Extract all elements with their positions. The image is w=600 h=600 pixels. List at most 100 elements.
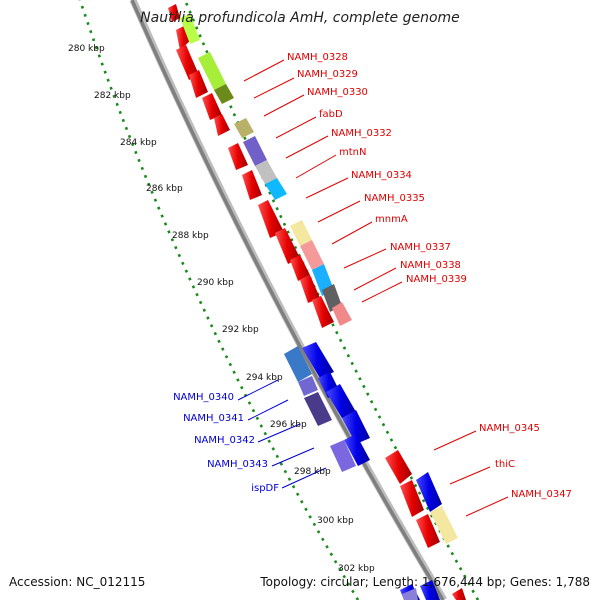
forward-leaders	[243, 59, 509, 517]
reverse-gene-labels: NAMH_0340 NAMH_0341 NAMH_0342 NAMH_0343 …	[173, 392, 279, 494]
cog-block	[265, 178, 287, 200]
gene-arrow	[168, 4, 180, 22]
gene-arrow	[344, 434, 370, 466]
cog-block	[300, 240, 324, 270]
forward-gene-labels: NAMH_0328 NAMH_0329 NAMH_0330 fabD NAMH_…	[287, 52, 572, 500]
leader-line	[253, 77, 295, 99]
gene-arrow	[176, 45, 199, 80]
kbp-label: 296 kbp	[270, 420, 307, 430]
leader-line	[317, 200, 361, 223]
gene-arrow	[416, 514, 440, 548]
leader-line	[247, 399, 289, 421]
kbp-label: 294 kbp	[246, 373, 283, 383]
cog-block	[330, 440, 356, 472]
kbp-labels: 280 kbp 282 kbp 284 kbp 286 kbp 288 kbp …	[68, 44, 375, 574]
forward-genes	[168, 4, 466, 600]
gene-label[interactable]: NAMH_0341	[183, 413, 244, 424]
kbp-label: 284 kbp	[120, 138, 157, 148]
kbp-label: 286 kbp	[146, 184, 183, 194]
leader-line	[263, 94, 305, 117]
gene-label[interactable]: NAMH_0339	[406, 274, 467, 285]
accession-text: Accession: NC_012115	[9, 575, 145, 589]
cog-block	[416, 472, 442, 512]
leader-line	[449, 466, 491, 485]
gene-arrow	[228, 143, 248, 170]
gene-arrow	[275, 228, 300, 264]
gene-label[interactable]: ispDF	[251, 483, 279, 494]
kbp-label: 288 kbp	[172, 231, 209, 241]
gene-arrow	[312, 296, 334, 328]
topology-text: Topology: circular; Length: 1,676,444 bp…	[259, 575, 590, 589]
leader-line	[305, 177, 349, 199]
leader-line	[237, 379, 279, 401]
leader-line	[257, 423, 301, 443]
gene-arrow	[242, 170, 262, 200]
gene-arrow	[290, 255, 310, 281]
cog-block	[234, 118, 254, 138]
gene-label[interactable]: NAMH_0330	[307, 87, 368, 98]
gene-arrow	[400, 480, 424, 517]
gene-label[interactable]: NAMH_0332	[331, 128, 392, 139]
gene-arrow	[420, 580, 440, 600]
leader-line	[353, 267, 397, 291]
gene-label[interactable]: NAMH_0337	[390, 242, 451, 253]
reverse-leaders	[237, 379, 327, 489]
outer-tick-ring	[183, 0, 480, 600]
gene-label[interactable]: NAMH_0329	[297, 69, 358, 80]
backbone-shadow	[129, 0, 448, 600]
leader-line	[295, 154, 337, 179]
gene-arrow	[302, 342, 334, 378]
leader-line	[243, 59, 285, 82]
inner-cog-blocks	[284, 346, 418, 600]
gene-label[interactable]: NAMH_0334	[351, 170, 412, 181]
kbp-label: 292 kbp	[222, 325, 259, 335]
leader-line	[271, 447, 315, 467]
cog-block	[255, 160, 277, 184]
kbp-label: 302 kbp	[338, 564, 375, 574]
gene-label[interactable]: mtnN	[339, 147, 366, 158]
gene-label[interactable]: thiC	[495, 459, 515, 470]
gene-arrow	[214, 114, 230, 136]
leader-line	[465, 496, 509, 517]
backbone	[130, 0, 445, 600]
leader-line	[433, 430, 477, 451]
kbp-label: 290 kbp	[197, 278, 234, 288]
cog-block	[304, 392, 332, 426]
cog-block	[402, 588, 418, 600]
leader-line	[285, 135, 329, 159]
gene-label[interactable]: NAMH_0347	[511, 489, 572, 500]
cog-block	[214, 84, 234, 104]
outer-cog-blocks	[180, 14, 458, 544]
kbp-label: 282 kbp	[94, 91, 131, 101]
cog-block	[198, 52, 226, 90]
leader-line	[331, 221, 373, 245]
leader-line	[361, 281, 403, 303]
leader-line	[275, 116, 317, 139]
gene-label[interactable]: NAMH_0340	[173, 392, 234, 403]
kbp-label: 298 kbp	[294, 467, 331, 477]
cog-block	[332, 302, 352, 326]
cog-block	[243, 136, 267, 166]
gene-arrow	[326, 384, 356, 418]
leader-line	[281, 467, 327, 489]
gene-label[interactable]: NAMH_0342	[194, 435, 255, 446]
kbp-label: 280 kbp	[68, 44, 105, 54]
gene-label[interactable]: NAMH_0338	[400, 260, 461, 271]
gene-label[interactable]: fabD	[319, 109, 343, 120]
gene-label[interactable]: NAMH_0343	[207, 459, 268, 470]
gene-label[interactable]: NAMH_0345	[479, 423, 540, 434]
gene-arrow	[452, 588, 466, 600]
kbp-label: 300 kbp	[317, 516, 354, 526]
gene-label[interactable]: NAMH_0335	[364, 193, 425, 204]
gene-arrow	[176, 26, 191, 50]
gene-arrow	[189, 70, 208, 98]
gene-arrow	[300, 275, 320, 303]
gene-arrow	[385, 450, 412, 484]
cog-block	[180, 14, 200, 44]
gene-arrow	[258, 200, 284, 238]
gene-label[interactable]: NAMH_0328	[287, 52, 348, 63]
cog-block	[290, 220, 312, 246]
gene-label[interactable]: mnmA	[375, 214, 408, 225]
cog-block	[284, 346, 312, 382]
